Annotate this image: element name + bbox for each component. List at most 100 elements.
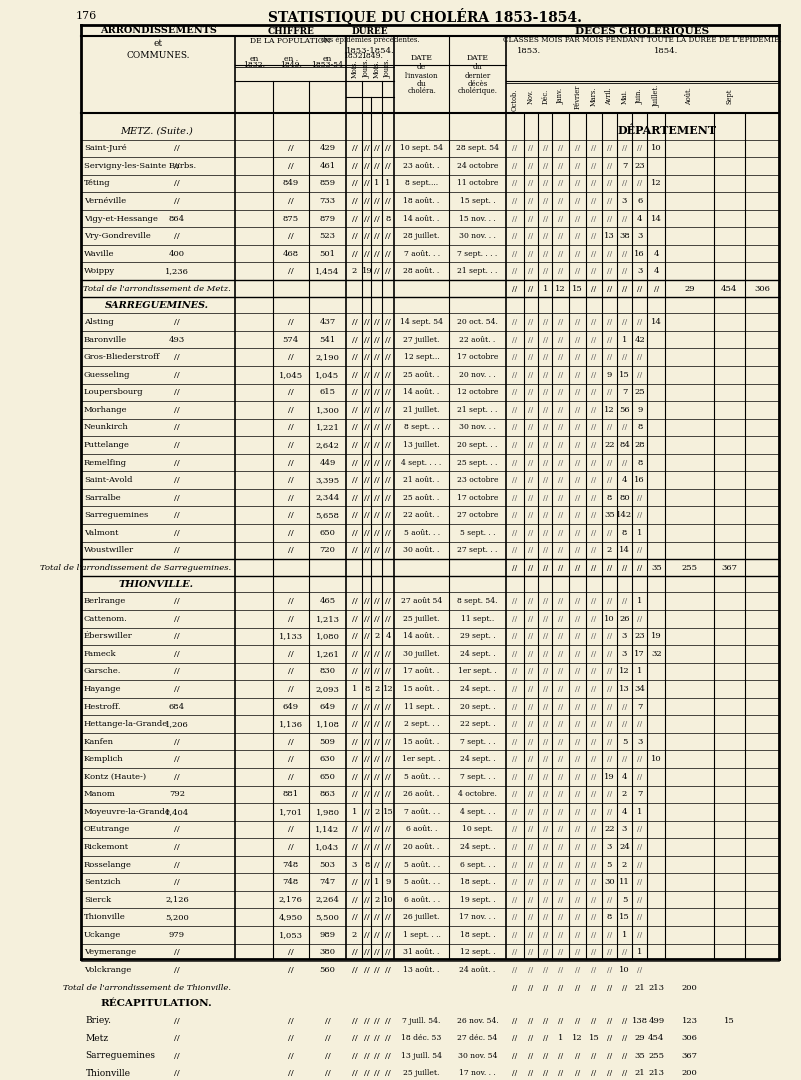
Text: //: // — [385, 353, 391, 361]
Text: //: // — [174, 1016, 180, 1025]
Text: 1,136: 1,136 — [279, 720, 303, 728]
Text: //: // — [385, 720, 391, 728]
Text: Vernéville: Vernéville — [84, 197, 126, 205]
Text: 23: 23 — [634, 162, 645, 170]
Text: //: // — [557, 546, 563, 554]
Text: Rosselange: Rosselange — [84, 861, 131, 868]
Text: //: // — [385, 667, 391, 675]
Text: 24 sept. .: 24 sept. . — [460, 843, 495, 851]
Text: //: // — [557, 914, 563, 921]
Text: //: // — [575, 319, 580, 326]
Text: //: // — [637, 914, 642, 921]
Text: 6: 6 — [637, 197, 642, 205]
Text: 560: 560 — [320, 966, 336, 974]
Text: //: // — [557, 179, 563, 188]
Text: //: // — [557, 791, 563, 798]
Text: 25 août. .: 25 août. . — [404, 494, 440, 501]
Text: //: // — [288, 145, 294, 152]
Text: 11 octobre: 11 octobre — [457, 179, 498, 188]
Text: //: // — [352, 162, 357, 170]
Text: //: // — [542, 914, 548, 921]
Text: //: // — [557, 1016, 563, 1025]
Text: 5 août. . .: 5 août. . . — [404, 772, 440, 781]
Text: Sarreguemines: Sarreguemines — [84, 511, 148, 519]
Text: //: // — [606, 966, 612, 974]
Text: //: // — [288, 406, 294, 414]
Text: 35: 35 — [604, 511, 614, 519]
Text: 468: 468 — [283, 249, 299, 258]
Text: 2: 2 — [622, 861, 627, 868]
Text: //: // — [557, 948, 563, 956]
Text: 1,300: 1,300 — [316, 406, 340, 414]
Text: //: // — [324, 1035, 330, 1042]
Text: //: // — [622, 267, 627, 275]
Text: 18 déc. 53: 18 déc. 53 — [401, 1035, 442, 1042]
Text: Volckrange: Volckrange — [84, 966, 131, 974]
Text: //: // — [606, 319, 612, 326]
Text: //: // — [637, 370, 642, 379]
Text: 176: 176 — [76, 11, 97, 22]
Text: //: // — [529, 861, 533, 868]
Text: //: // — [364, 738, 370, 745]
Text: Saint-Juré: Saint-Juré — [84, 145, 127, 152]
Text: //: // — [529, 441, 533, 449]
Text: 24 sept. .: 24 sept. . — [460, 685, 495, 693]
Text: //: // — [288, 597, 294, 605]
Text: //: // — [606, 791, 612, 798]
Text: STATISTIQUE DU CHOLÉRA 1853-1854.: STATISTIQUE DU CHOLÉRA 1853-1854. — [268, 8, 582, 25]
Text: //: // — [542, 667, 548, 675]
Text: 8: 8 — [364, 861, 369, 868]
Text: //: // — [512, 791, 517, 798]
Text: 17 nov. . .: 17 nov. . . — [459, 1069, 496, 1078]
Text: 15: 15 — [619, 914, 630, 921]
Text: //: // — [606, 179, 612, 188]
Text: Déc.: Déc. — [541, 89, 549, 104]
Text: //: // — [637, 772, 642, 781]
Text: dernier: dernier — [465, 71, 491, 80]
Text: //: // — [512, 353, 517, 361]
Text: //: // — [385, 494, 391, 501]
Text: //: // — [174, 441, 180, 449]
Text: //: // — [288, 685, 294, 693]
Text: //: // — [512, 650, 517, 658]
Text: //: // — [529, 948, 533, 956]
Text: //: // — [512, 861, 517, 868]
Text: //: // — [575, 215, 580, 222]
Text: //: // — [606, 197, 612, 205]
Text: 849: 849 — [283, 179, 299, 188]
Text: 615: 615 — [320, 389, 336, 396]
Text: //: // — [542, 843, 548, 851]
Text: //: // — [374, 423, 380, 431]
Text: Total de l'arrondissement de Sarreguemines.: Total de l'arrondissement de Sarreguemin… — [39, 564, 231, 572]
Text: //: // — [512, 564, 517, 572]
Text: 3: 3 — [622, 825, 627, 834]
Text: //: // — [512, 319, 517, 326]
Text: 24 août. .: 24 août. . — [460, 966, 496, 974]
Text: //: // — [542, 948, 548, 956]
Text: 1849.: 1849. — [361, 52, 383, 59]
Text: du: du — [473, 63, 482, 70]
Text: //: // — [352, 615, 357, 623]
Text: //: // — [385, 162, 391, 170]
Text: en .: en . — [284, 54, 298, 63]
Text: 30 juillet.: 30 juillet. — [404, 650, 440, 658]
Text: 501: 501 — [320, 249, 336, 258]
Text: //: // — [352, 179, 357, 188]
Text: //: // — [385, 791, 391, 798]
Text: //: // — [364, 353, 370, 361]
Text: //: // — [352, 370, 357, 379]
Text: //: // — [557, 215, 563, 222]
Text: //: // — [591, 772, 597, 781]
Text: //: // — [364, 702, 370, 711]
Text: //: // — [557, 650, 563, 658]
Text: 1,213: 1,213 — [316, 615, 340, 623]
Text: //: // — [557, 145, 563, 152]
Text: 6 sept. . .: 6 sept. . . — [460, 861, 495, 868]
Text: //: // — [542, 145, 548, 152]
Text: //: // — [622, 215, 627, 222]
Text: //: // — [575, 511, 580, 519]
Text: //: // — [374, 843, 380, 851]
Text: 27 juillet.: 27 juillet. — [404, 336, 440, 343]
Text: //: // — [512, 632, 517, 640]
Text: //: // — [591, 667, 597, 675]
